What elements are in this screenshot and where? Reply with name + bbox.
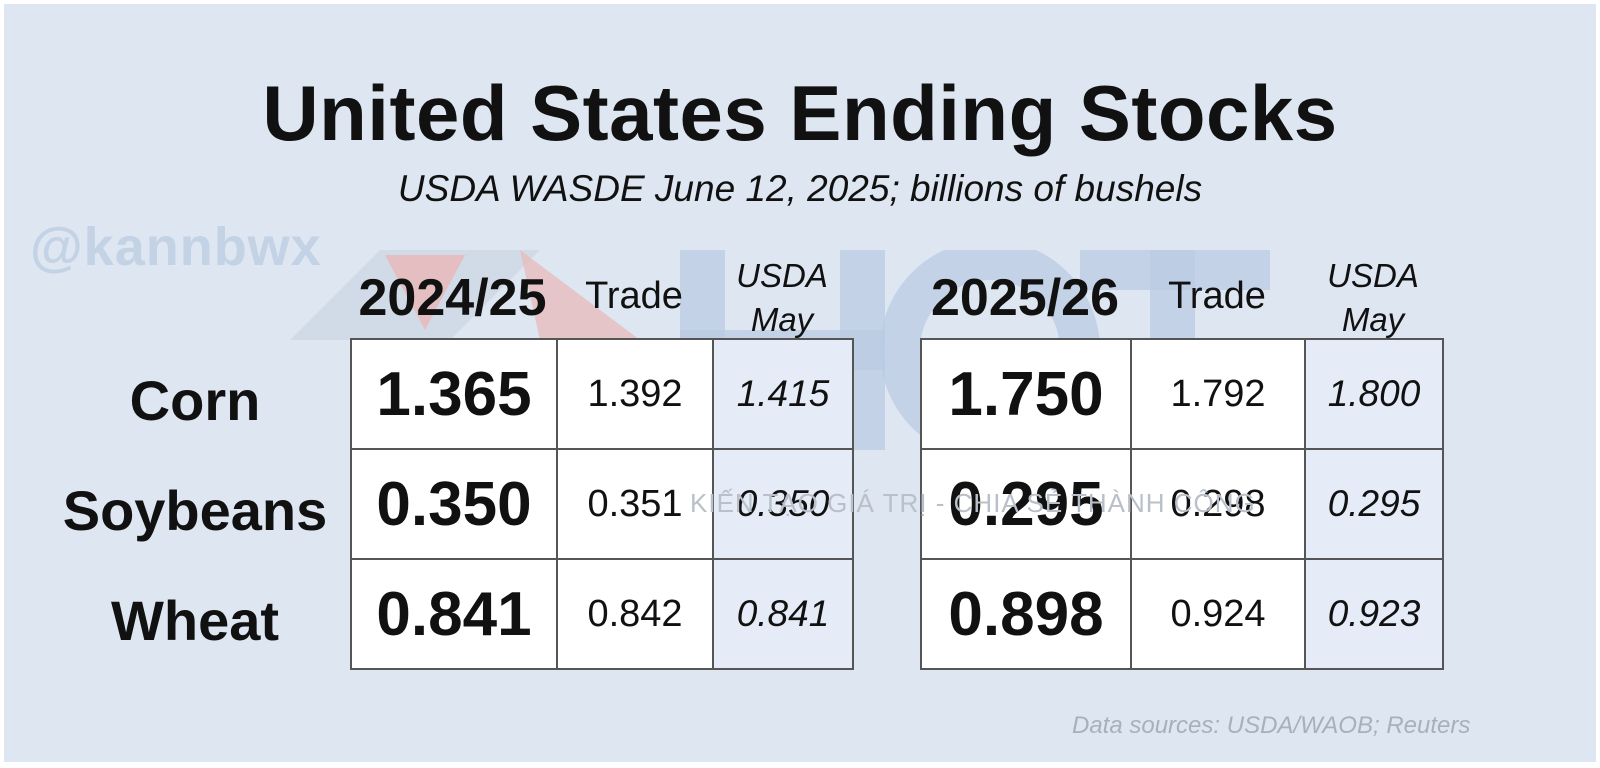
table-row: 1.365 1.392 1.415 — [350, 338, 854, 450]
cell-soybeans-usda-may-2024-25: 0.350 — [712, 448, 854, 560]
author-handle-watermark: @kannbwx — [30, 217, 322, 277]
cell-wheat-trade-2025-26: 0.924 — [1130, 558, 1306, 670]
cell-soybeans-trade-2024-25: 0.351 — [556, 448, 714, 560]
table-row: 1.750 1.792 1.800 — [920, 338, 1444, 450]
cell-corn-usda-may-2024-25: 1.415 — [712, 338, 854, 450]
table-2024-25: 1.365 1.392 1.415 0.350 0.351 0.350 0.84… — [350, 338, 854, 670]
cell-wheat-usda-may-2024-25: 0.841 — [712, 558, 854, 670]
data-source-note: Data sources: USDA/WAOB; Reuters — [1072, 712, 1471, 739]
cell-soybeans-trade-2025-26: 0.298 — [1130, 448, 1306, 560]
table-row: 0.898 0.924 0.923 — [920, 558, 1444, 670]
watermark-tagline: KIẾN TẠO GIÁ TRỊ - CHIA SẺ THÀNH CÔNG — [690, 488, 1256, 518]
table-row: 0.841 0.842 0.841 — [350, 558, 854, 670]
cell-corn-2025-26: 1.750 — [920, 338, 1132, 450]
cell-corn-trade-2025-26: 1.792 — [1130, 338, 1306, 450]
may-header-line: May — [1341, 301, 1405, 338]
row-label-corn: Corn — [129, 369, 261, 432]
trade-header-2025-26: Trade — [1168, 275, 1266, 317]
table-row: 0.350 0.351 0.350 — [350, 448, 854, 560]
cell-soybeans-2025-26: 0.295 — [920, 448, 1132, 560]
usda-may-header-2025-26: USDA May — [1304, 254, 1442, 342]
cell-wheat-usda-may-2025-26: 0.923 — [1304, 558, 1444, 670]
cell-wheat-2024-25: 0.841 — [350, 558, 558, 670]
row-label-wheat: Wheat — [111, 589, 279, 652]
cell-soybeans-usda-may-2025-26: 0.295 — [1304, 448, 1444, 560]
usda-may-header-2024-25: USDA May — [712, 254, 852, 342]
row-label-soybeans: Soybeans — [62, 479, 328, 542]
cell-soybeans-2024-25: 0.350 — [350, 448, 558, 560]
may-header-line: May — [750, 301, 814, 338]
season-header-2024-25: 2024/25 — [358, 269, 547, 327]
cell-corn-trade-2024-25: 1.392 — [556, 338, 714, 450]
trade-header-2024-25: Trade — [585, 275, 683, 317]
usda-header-line: USDA — [1327, 257, 1419, 294]
cell-corn-usda-may-2025-26: 1.800 — [1304, 338, 1444, 450]
cell-wheat-trade-2024-25: 0.842 — [556, 558, 714, 670]
table-row: 0.295 0.298 0.295 — [920, 448, 1444, 560]
table-2025-26: 1.750 1.792 1.800 0.295 0.298 0.295 0.89… — [920, 338, 1444, 670]
chart-subtitle: USDA WASDE June 12, 2025; billions of bu… — [397, 168, 1203, 209]
usda-header-line: USDA — [736, 257, 828, 294]
season-header-2025-26: 2025/26 — [931, 269, 1119, 327]
cell-wheat-2025-26: 0.898 — [920, 558, 1132, 670]
chart-title: United States Ending Stocks — [262, 69, 1338, 157]
cell-corn-2024-25: 1.365 — [350, 338, 558, 450]
